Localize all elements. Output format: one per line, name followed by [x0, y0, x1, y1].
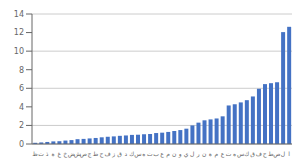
- svg-text:م: م: [215, 150, 219, 158]
- svg-text:ط: ط: [268, 150, 274, 158]
- svg-text:ح: ح: [100, 150, 104, 158]
- svg-text:ر: ر: [196, 150, 200, 158]
- svg-text:0: 0: [19, 140, 24, 149]
- svg-text:س: س: [237, 150, 244, 158]
- svg-text:ب: ب: [153, 150, 159, 158]
- svg-text:ف: ف: [104, 150, 110, 157]
- svg-text:10: 10: [14, 47, 24, 56]
- svg-text:2: 2: [19, 121, 24, 130]
- svg-text:و: و: [178, 150, 182, 158]
- svg-text:ع: ع: [221, 150, 225, 158]
- svg-text:ح: ح: [263, 150, 267, 158]
- svg-text:غ: غ: [57, 150, 61, 158]
- svg-text:ن: ن: [172, 150, 176, 157]
- svg-text:م: م: [166, 150, 170, 158]
- svg-text:ة: ة: [209, 150, 212, 157]
- svg-text:ل: ل: [190, 150, 194, 157]
- svg-text:د: د: [124, 150, 127, 157]
- svg-text:ه: ه: [233, 150, 236, 157]
- svg-text:ك: ك: [244, 150, 249, 157]
- svg-text:ق: ق: [250, 150, 255, 158]
- svg-text:ي: ي: [184, 150, 189, 158]
- svg-text:ا: ا: [288, 150, 290, 157]
- svg-text:ص: ص: [80, 150, 87, 158]
- svg-text:ز: ز: [111, 150, 115, 158]
- svg-text:4: 4: [19, 103, 24, 112]
- svg-text:ع: ع: [160, 150, 164, 158]
- svg-text:ت: ت: [147, 150, 153, 158]
- svg-text:ك: ك: [129, 150, 135, 158]
- svg-text:ت: ت: [226, 150, 232, 157]
- svg-text:ط: ط: [93, 150, 99, 157]
- svg-text:ه: ه: [142, 150, 145, 157]
- svg-text:ث: ث: [38, 150, 44, 157]
- svg-text:ج: ج: [88, 150, 92, 158]
- svg-text:ن: ن: [202, 150, 206, 157]
- svg-text:6: 6: [19, 84, 24, 93]
- svg-text:ظ: ظ: [32, 150, 38, 158]
- svg-text:ذ: ذ: [46, 150, 49, 157]
- svg-text:ص: ص: [273, 150, 280, 158]
- svg-text:ة: ة: [52, 150, 55, 157]
- svg-text:14: 14: [14, 10, 24, 19]
- svg-text:ق: ق: [117, 150, 122, 158]
- svg-text:12: 12: [14, 28, 24, 37]
- svg-text:س: س: [134, 150, 141, 158]
- svg-text:ل: ل: [281, 150, 285, 157]
- svg-text:ف: ف: [256, 150, 262, 157]
- svg-text:8: 8: [19, 66, 24, 75]
